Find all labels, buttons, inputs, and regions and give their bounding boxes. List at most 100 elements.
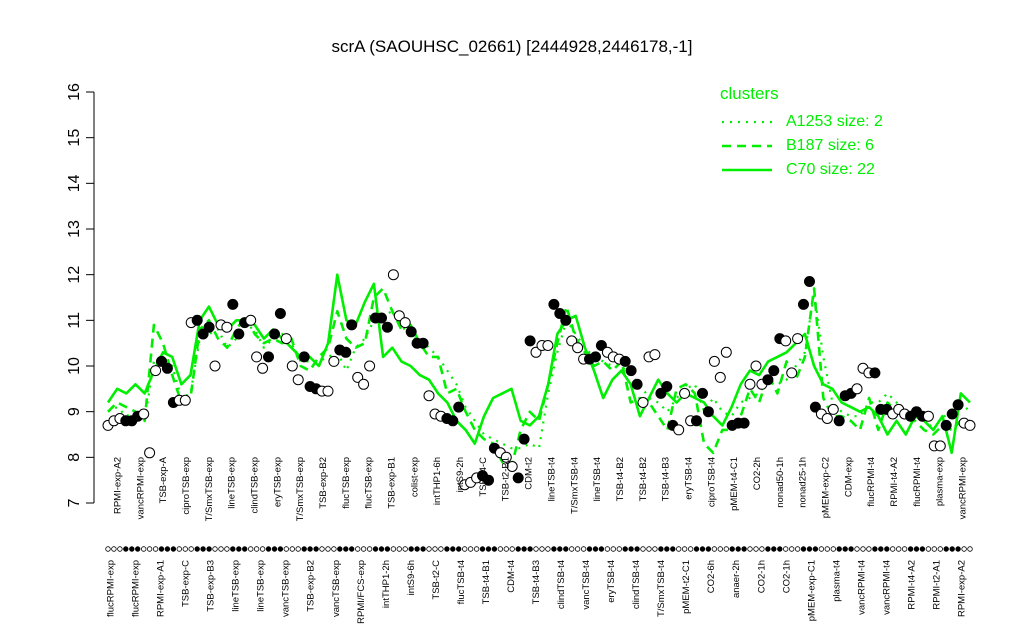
rug-marker xyxy=(479,546,486,552)
rug-marker xyxy=(349,546,355,552)
rug-marker xyxy=(592,546,599,552)
rug-marker xyxy=(628,546,634,552)
y-tick-label: 8 xyxy=(66,453,83,462)
data-point xyxy=(263,351,274,363)
x-tick-label: lineTSB-exp xyxy=(256,560,267,612)
legend-label: A1253 size: 2 xyxy=(786,113,883,130)
rug-marker xyxy=(408,546,414,552)
x-tick-label: lineTSB-t4 xyxy=(592,457,603,501)
rug-marker xyxy=(586,546,593,552)
rug-marker xyxy=(473,546,480,552)
x-tick-label: flucTSB-exp xyxy=(364,457,375,509)
data-point xyxy=(762,374,774,386)
data-point xyxy=(827,403,839,415)
data-point xyxy=(780,335,792,347)
y-tick-label: 16 xyxy=(66,83,83,101)
data-point xyxy=(453,401,465,413)
data-point xyxy=(524,335,536,347)
data-point xyxy=(227,298,239,310)
y-tick-label: 12 xyxy=(66,266,83,284)
data-point xyxy=(946,408,958,420)
data-point xyxy=(150,365,162,377)
x-tick-label: TSB-t2-C xyxy=(431,560,442,600)
data-point xyxy=(809,401,821,413)
rug-marker xyxy=(414,546,420,552)
rug-marker xyxy=(580,546,587,552)
series-line-dotted xyxy=(107,291,971,450)
x-tick-label: vancRPMI-t4 xyxy=(881,560,892,615)
rug-marker xyxy=(646,546,652,552)
rug-marker xyxy=(687,546,694,552)
rug-marker xyxy=(158,546,165,552)
rug-marker xyxy=(325,546,331,552)
rug-marker xyxy=(676,546,682,552)
rug-marker xyxy=(901,546,908,552)
data-point xyxy=(934,440,946,452)
x-tick-label: vancRPMI-t4 xyxy=(856,560,867,615)
rug-marker xyxy=(134,546,141,552)
rug-marker xyxy=(218,546,224,552)
x-tick-label: ciproTSB-exp xyxy=(181,457,192,515)
rug-marker xyxy=(634,546,640,552)
data-point xyxy=(560,314,572,326)
rug-marker xyxy=(664,546,670,552)
x-tick-label: CO2-6h xyxy=(706,560,717,593)
data-point xyxy=(702,406,714,418)
data-point xyxy=(964,419,976,431)
rug-marker xyxy=(176,546,182,552)
x-tick-label: CDM-t4 xyxy=(506,560,517,593)
x-tick-label: intS9-6h xyxy=(406,560,417,595)
x-tick-label: flucTSB-exp xyxy=(341,457,352,509)
rug-marker xyxy=(515,546,521,552)
data-point xyxy=(328,355,340,367)
data-point xyxy=(203,321,215,333)
x-tick-label: plasma-exp xyxy=(935,457,946,506)
data-point xyxy=(792,333,804,345)
rug-marker xyxy=(485,546,492,552)
x-tick-label: lineTSB-exp xyxy=(231,560,242,612)
data-point xyxy=(257,362,269,374)
rug-marker xyxy=(253,546,260,552)
rug-marker xyxy=(800,546,807,552)
x-tick-label: TSB-exp-B2 xyxy=(318,457,329,509)
data-point xyxy=(952,399,964,411)
rug-marker xyxy=(907,546,914,552)
rug-marker xyxy=(194,546,200,552)
data-point xyxy=(387,269,399,281)
rug-marker xyxy=(140,546,147,552)
data-point xyxy=(280,333,292,345)
rug-marker xyxy=(206,546,212,552)
rug-marker xyxy=(616,546,622,552)
rug-marker xyxy=(503,546,509,552)
rug-marker xyxy=(396,546,402,552)
rug-marker xyxy=(241,546,248,552)
x-tick-label: RPMI-exp-A2 xyxy=(957,560,968,617)
x-tick-label: vancTSB-exp xyxy=(331,560,342,617)
rug-marker xyxy=(182,546,188,552)
rug-marker xyxy=(545,546,551,552)
data-point xyxy=(619,355,631,367)
rug-marker xyxy=(366,546,373,552)
data-point xyxy=(708,355,720,367)
rug-marker xyxy=(129,546,135,552)
rug-layer xyxy=(105,546,973,552)
data-point xyxy=(821,413,833,424)
x-tick-label: TSB-t4-B2 xyxy=(615,457,626,501)
rug-marker xyxy=(456,546,462,552)
x-tick-label: T/SmxTSB-exp xyxy=(204,457,215,521)
data-point xyxy=(673,424,685,436)
data-point xyxy=(292,374,304,386)
rug-marker xyxy=(426,546,432,552)
rug-marker xyxy=(343,546,349,552)
rug-marker xyxy=(170,546,177,552)
rug-marker xyxy=(236,546,242,552)
rug-marker xyxy=(563,546,569,552)
rug-marker xyxy=(295,546,301,552)
rug-marker xyxy=(491,546,498,552)
rug-marker xyxy=(771,546,777,552)
rug-marker xyxy=(670,546,676,552)
rug-marker xyxy=(753,546,759,552)
legend-title: clusters xyxy=(720,84,779,103)
data-point xyxy=(786,367,798,379)
data-point xyxy=(661,381,673,392)
